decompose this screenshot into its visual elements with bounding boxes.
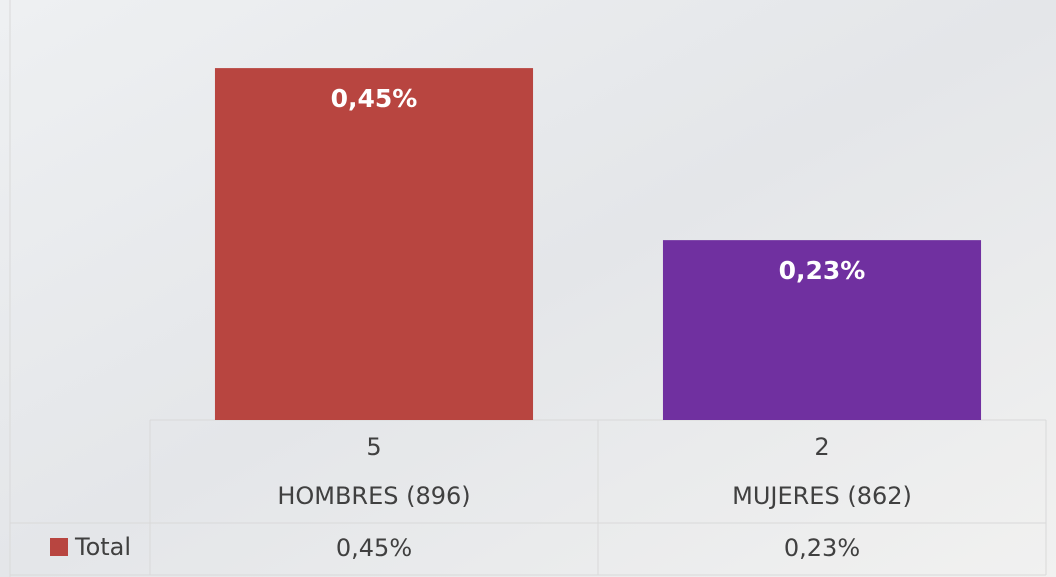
legend-key	[50, 538, 68, 556]
x-tick-label: HOMBRES (896)	[277, 482, 470, 510]
x-tick-label: MUJERES (862)	[732, 482, 912, 510]
data-label: 0,23%	[779, 256, 866, 285]
data-label: 0,45%	[331, 84, 418, 113]
bar	[214, 68, 534, 420]
table-value: 0,45%	[336, 534, 412, 562]
table-value: 0,23%	[784, 534, 860, 562]
count-label: 2	[814, 433, 829, 461]
count-label: 5	[366, 433, 381, 461]
bar	[662, 240, 982, 420]
legend-label: Total	[74, 533, 131, 561]
